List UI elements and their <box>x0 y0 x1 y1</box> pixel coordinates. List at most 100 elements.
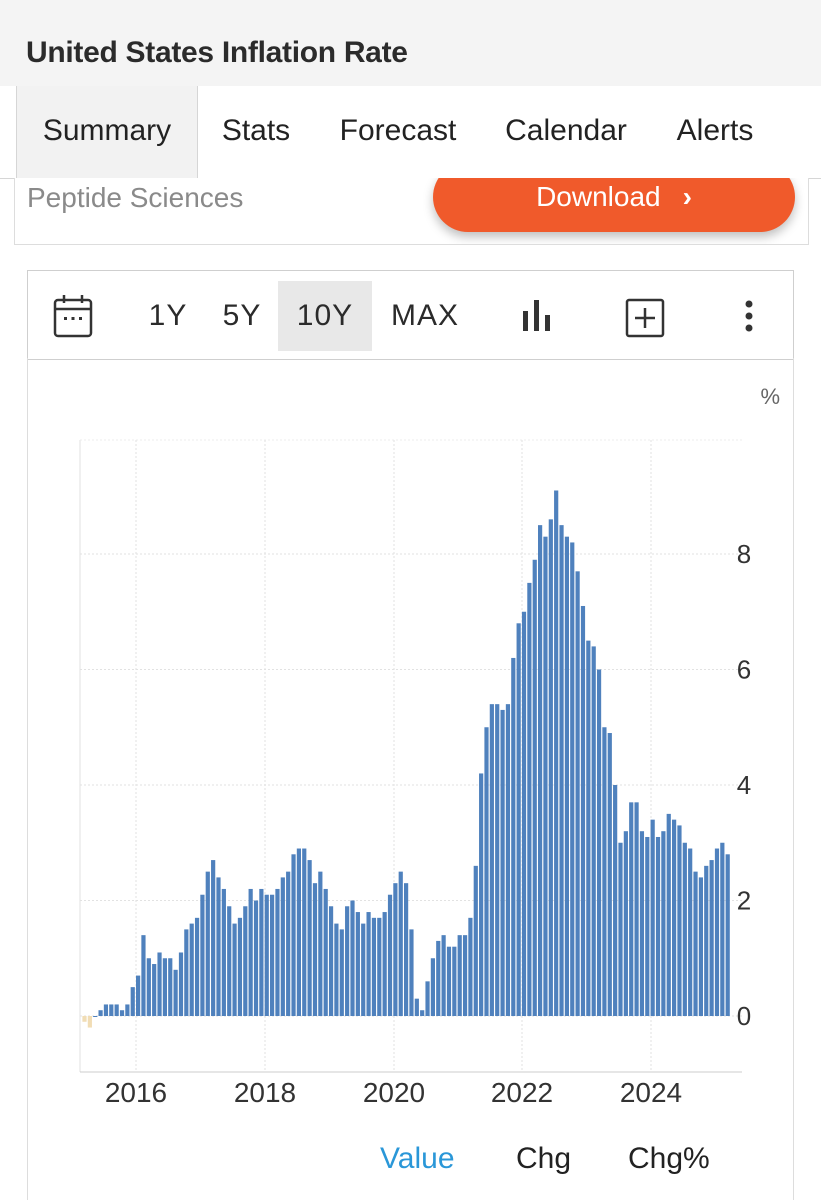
bar[interactable] <box>82 1016 87 1022</box>
bar[interactable] <box>339 929 344 1017</box>
bar[interactable] <box>629 802 634 1016</box>
bar[interactable] <box>178 952 184 1016</box>
bar[interactable] <box>639 831 645 1016</box>
bar[interactable] <box>457 935 462 1016</box>
bar[interactable] <box>580 605 586 1016</box>
bar[interactable] <box>548 519 553 1016</box>
bar[interactable] <box>350 900 355 1017</box>
bar[interactable] <box>200 894 205 1016</box>
bar[interactable] <box>232 923 237 1016</box>
bar[interactable] <box>168 958 173 1016</box>
bar[interactable] <box>704 865 709 1016</box>
bar-chart-icon[interactable] <box>520 297 554 333</box>
bar[interactable] <box>714 848 720 1016</box>
bar[interactable] <box>484 727 489 1016</box>
bar[interactable] <box>468 917 473 1016</box>
bar[interactable] <box>650 819 655 1016</box>
bar[interactable] <box>446 946 452 1016</box>
tab-summary[interactable]: Summary <box>16 86 198 178</box>
bar[interactable] <box>661 831 666 1016</box>
tab-calendar[interactable]: Calendar <box>505 114 627 147</box>
tab-value[interactable]: Value <box>380 1142 455 1175</box>
bar[interactable] <box>152 964 157 1016</box>
bar[interactable] <box>698 877 703 1016</box>
bar[interactable] <box>248 888 253 1016</box>
bar[interactable] <box>500 709 505 1016</box>
bar[interactable] <box>312 883 318 1016</box>
bar[interactable] <box>425 981 430 1016</box>
bar[interactable] <box>382 912 387 1016</box>
bar[interactable] <box>103 1004 109 1016</box>
bar[interactable] <box>591 646 596 1016</box>
bar[interactable] <box>371 917 377 1016</box>
bar[interactable] <box>543 536 548 1016</box>
bar[interactable] <box>607 733 612 1016</box>
bar[interactable] <box>98 1010 103 1016</box>
bar[interactable] <box>570 542 575 1016</box>
bar[interactable] <box>87 1016 92 1028</box>
bar[interactable] <box>655 836 661 1016</box>
bar[interactable] <box>109 1004 114 1016</box>
bar[interactable] <box>452 946 457 1016</box>
bar[interactable] <box>688 848 693 1016</box>
bar[interactable] <box>420 1010 425 1016</box>
bar[interactable] <box>291 854 296 1016</box>
bar[interactable] <box>125 1004 130 1016</box>
bar[interactable] <box>521 611 527 1016</box>
bar[interactable] <box>516 623 521 1016</box>
bar[interactable] <box>462 935 468 1016</box>
bar[interactable] <box>586 640 591 1017</box>
bar[interactable] <box>489 704 494 1016</box>
tab-chg-percent[interactable]: Chg% <box>628 1142 710 1175</box>
bar[interactable] <box>173 969 178 1016</box>
bar[interactable] <box>323 888 328 1016</box>
bar[interactable] <box>602 727 607 1016</box>
bar[interactable] <box>259 888 264 1016</box>
tab-alerts[interactable]: Alerts <box>676 114 754 147</box>
tab-chg[interactable]: Chg <box>516 1142 572 1175</box>
bar[interactable] <box>114 1004 119 1016</box>
bar[interactable] <box>221 888 226 1016</box>
bar[interactable] <box>693 871 698 1017</box>
download-button[interactable]: Download › <box>433 178 795 232</box>
bar[interactable] <box>596 669 602 1017</box>
tab-forecast[interactable]: Forecast <box>339 114 457 147</box>
bar[interactable] <box>130 987 135 1017</box>
bar[interactable] <box>334 923 339 1016</box>
bar[interactable] <box>559 525 564 1017</box>
bar[interactable] <box>677 825 682 1016</box>
bar[interactable] <box>436 940 441 1016</box>
bar[interactable] <box>479 773 484 1016</box>
bar[interactable] <box>296 848 301 1016</box>
bar[interactable] <box>495 704 500 1016</box>
bar[interactable] <box>184 929 189 1017</box>
tab-stats[interactable]: Stats <box>221 114 291 147</box>
bar[interactable] <box>511 657 516 1016</box>
bar[interactable] <box>554 490 559 1017</box>
bar[interactable] <box>141 935 146 1016</box>
bar[interactable] <box>672 819 677 1016</box>
plus-square-icon[interactable] <box>625 298 665 338</box>
bar[interactable] <box>387 894 393 1016</box>
bar[interactable] <box>618 842 623 1016</box>
bar[interactable] <box>393 883 398 1016</box>
bar[interactable] <box>682 842 687 1016</box>
bar[interactable] <box>318 871 323 1017</box>
bar[interactable] <box>404 883 409 1016</box>
bar[interactable] <box>302 848 307 1016</box>
bar[interactable] <box>253 900 259 1017</box>
bar[interactable] <box>146 958 151 1016</box>
bar[interactable] <box>119 1010 125 1016</box>
bar[interactable] <box>264 894 269 1016</box>
bar[interactable] <box>216 877 221 1016</box>
more-vertical-icon[interactable] <box>742 299 756 333</box>
bar[interactable] <box>564 536 569 1016</box>
bar[interactable] <box>345 906 350 1016</box>
bar[interactable] <box>430 958 435 1016</box>
bar[interactable] <box>211 860 216 1016</box>
bar[interactable] <box>361 923 366 1016</box>
bar[interactable] <box>275 888 280 1016</box>
bar[interactable] <box>709 860 714 1016</box>
range-1y[interactable]: 1Y <box>148 299 188 332</box>
bar[interactable] <box>227 906 232 1016</box>
